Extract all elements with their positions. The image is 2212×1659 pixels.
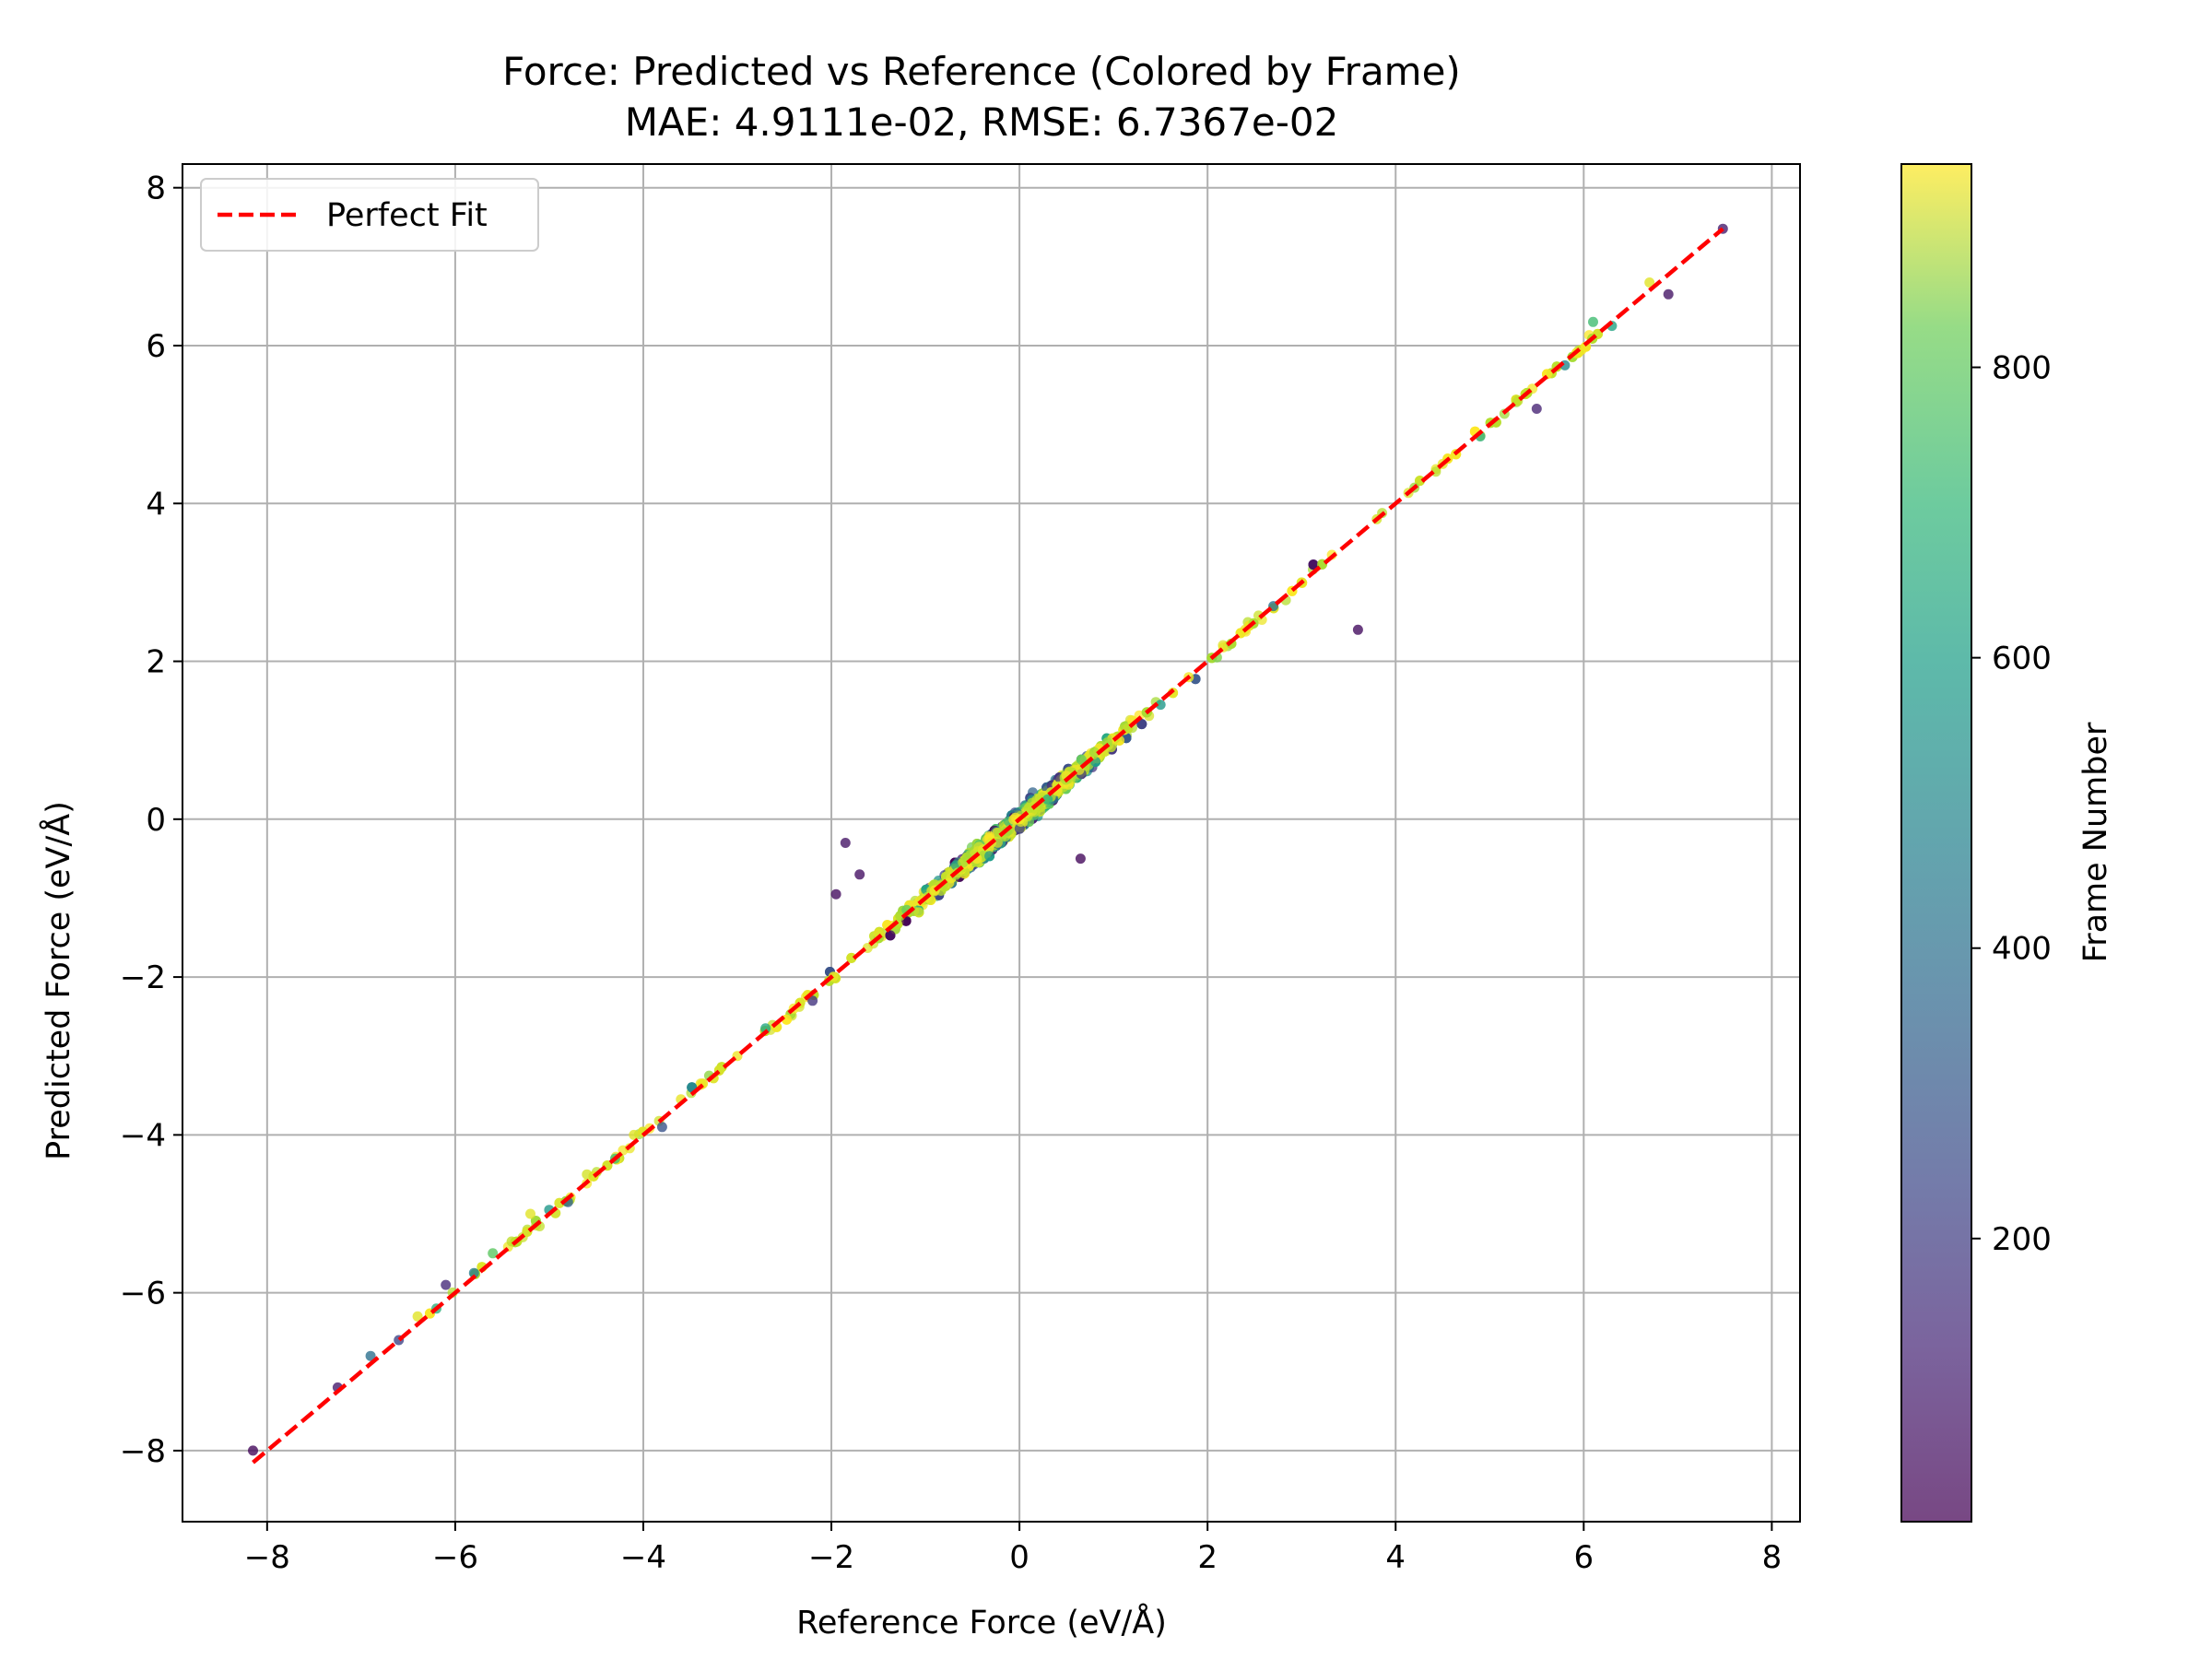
data-point: [525, 1208, 535, 1219]
point: [1415, 476, 1425, 487]
plot-border: [182, 163, 1801, 1523]
y-tick-label: −6: [120, 1276, 166, 1312]
legend-perfect-fit-label: Perfect Fit: [326, 197, 488, 234]
data-point: [629, 1129, 640, 1140]
data-point: [807, 995, 818, 1006]
colorbar: [1900, 163, 1972, 1523]
legend-box: [200, 178, 539, 252]
y-tick-label: −8: [120, 1433, 166, 1470]
y-tick-label: 0: [146, 802, 166, 839]
data-point: [830, 888, 841, 900]
chart-subtitle: MAE: 4.9111e-02, RMSE: 6.7367e-02: [625, 100, 1339, 145]
colorbar-gradient: [1900, 163, 1972, 1523]
data-point: [412, 1311, 423, 1322]
colorbar-tick-label: 400: [1992, 931, 2052, 968]
y-axis: −8 −6 −4 −2 0 2 4 6 8: [120, 171, 182, 1470]
data-point: [840, 838, 851, 848]
data-point: [1155, 700, 1166, 711]
data-point: [1663, 288, 1674, 300]
point: [1308, 559, 1319, 571]
grid-lines: [182, 164, 1800, 1522]
legend: Perfect Fit: [200, 178, 539, 252]
point: [1023, 803, 1034, 814]
x-tick-label: 0: [1009, 1539, 1030, 1576]
point: [1136, 719, 1147, 730]
point: [782, 1014, 792, 1025]
perfect-fit-line: [252, 227, 1724, 1465]
chart-title: Force: Predicted vs Reference (Colored b…: [502, 49, 1461, 94]
data-point: [248, 1445, 258, 1456]
plot-frame: [182, 163, 1801, 1523]
point: [984, 851, 995, 862]
point: [1089, 747, 1100, 758]
data-point: [468, 1267, 479, 1278]
x-axis: −8 −6 −4 −2 0 2 4 6 8: [244, 1522, 1782, 1576]
y-tick-label: 4: [146, 486, 166, 523]
x-tick-label: 2: [1197, 1539, 1218, 1576]
x-tick-label: −8: [244, 1539, 290, 1576]
x-tick-label: 6: [1573, 1539, 1594, 1576]
x-axis-label: Reference Force (eV/Å): [796, 1602, 1167, 1641]
data-point: [1042, 794, 1053, 805]
y-axis-label: Predicted Force (eV/Å): [38, 801, 77, 1160]
colorbar-tick-label: 200: [1992, 1221, 2052, 1258]
y-tick-label: 6: [146, 328, 166, 365]
data-point: [958, 857, 969, 868]
colorbar-tick-label: 600: [1992, 641, 2052, 677]
x-tick-label: 4: [1385, 1539, 1406, 1576]
perfect-fit-line-group: [252, 227, 1724, 1465]
data-point: [854, 869, 865, 880]
x-tick-label: −6: [432, 1539, 478, 1576]
data-point: [760, 1023, 771, 1034]
y-tick-label: 8: [146, 171, 166, 207]
y-tick-label: −4: [120, 1117, 166, 1154]
colorbar-label: Frame Number: [2077, 722, 2114, 962]
colorbar-tick-label: 800: [1992, 350, 2052, 387]
point: [885, 930, 896, 941]
data-point: [1588, 316, 1598, 327]
data-point: [365, 1350, 376, 1361]
data-point: [1644, 277, 1655, 288]
point: [1076, 754, 1087, 765]
x-tick-label: −4: [620, 1539, 666, 1576]
data-point: [1352, 624, 1363, 635]
data-point: [582, 1169, 593, 1180]
data-point: [1075, 853, 1086, 865]
y-tick-label: −2: [120, 959, 166, 996]
point: [913, 907, 924, 918]
data-point: [488, 1248, 499, 1259]
x-tick-label: 8: [1762, 1539, 1783, 1576]
data-point: [656, 1122, 667, 1133]
data-point: [1531, 404, 1542, 414]
y-tick-label: 2: [146, 644, 166, 681]
x-tick-label: −2: [808, 1539, 854, 1576]
colorbar-ticks: 200 400 600 800: [1971, 350, 2052, 1258]
data-point: [441, 1279, 452, 1290]
